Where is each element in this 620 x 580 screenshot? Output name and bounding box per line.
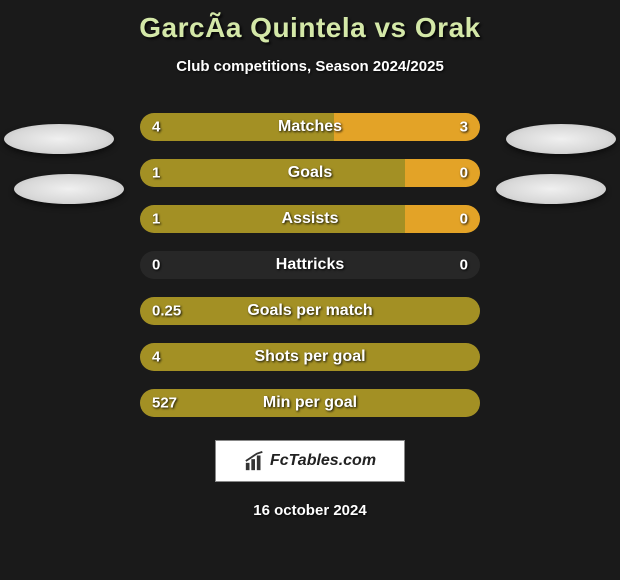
bar-wrapper: 1 Goals 0 xyxy=(140,159,480,187)
stat-label: Assists xyxy=(282,210,339,228)
stat-value-right: 0 xyxy=(460,211,468,228)
stat-row: 4 Matches 3 xyxy=(10,113,610,141)
watermark-text: FcTables.com xyxy=(270,452,376,470)
stat-row: 527 Min per goal xyxy=(10,389,610,417)
bar-wrapper: 4 Matches 3 xyxy=(140,113,480,141)
stat-value-left: 4 xyxy=(152,119,160,136)
bar-left xyxy=(140,205,405,233)
stats-container: 4 Matches 3 1 Goals 0 1 Assists 0 0 Hattricks 0 0.25… xyxy=(0,113,620,417)
stat-label: Matches xyxy=(278,118,342,136)
date-text: 16 october 2024 xyxy=(253,502,366,519)
stat-label: Shots per goal xyxy=(254,348,365,366)
chart-icon xyxy=(244,450,266,472)
comparison-subtitle: Club competitions, Season 2024/2025 xyxy=(0,58,620,75)
stat-value-left: 0 xyxy=(152,257,160,274)
watermark: FcTables.com xyxy=(215,440,405,482)
bar-wrapper: 527 Min per goal xyxy=(140,389,480,417)
stat-label: Hattricks xyxy=(276,256,344,274)
stat-row: 1 Goals 0 xyxy=(10,159,610,187)
bar-wrapper: 4 Shots per goal xyxy=(140,343,480,371)
stat-row: 4 Shots per goal xyxy=(10,343,610,371)
bar-right xyxy=(405,159,480,187)
bar-left xyxy=(140,159,405,187)
bar-wrapper: 0.25 Goals per match xyxy=(140,297,480,325)
bar-right xyxy=(334,113,480,141)
comparison-title: GarcÃ­a Quintela vs Orak xyxy=(0,0,620,44)
bar-wrapper: 1 Assists 0 xyxy=(140,205,480,233)
stat-label: Goals per match xyxy=(247,302,372,320)
stat-label: Goals xyxy=(288,164,332,182)
stat-value-left: 527 xyxy=(152,395,177,412)
stat-row: 0 Hattricks 0 xyxy=(10,251,610,279)
stat-value-left: 1 xyxy=(152,211,160,228)
stat-label: Min per goal xyxy=(263,394,357,412)
bar-right xyxy=(405,205,480,233)
stat-value-left: 4 xyxy=(152,349,160,366)
stat-row: 1 Assists 0 xyxy=(10,205,610,233)
stat-value-left: 1 xyxy=(152,165,160,182)
stat-value-right: 3 xyxy=(460,119,468,136)
stat-row: 0.25 Goals per match xyxy=(10,297,610,325)
stat-value-right: 0 xyxy=(460,257,468,274)
stat-value-left: 0.25 xyxy=(152,303,181,320)
stat-value-right: 0 xyxy=(460,165,468,182)
bar-wrapper: 0 Hattricks 0 xyxy=(140,251,480,279)
